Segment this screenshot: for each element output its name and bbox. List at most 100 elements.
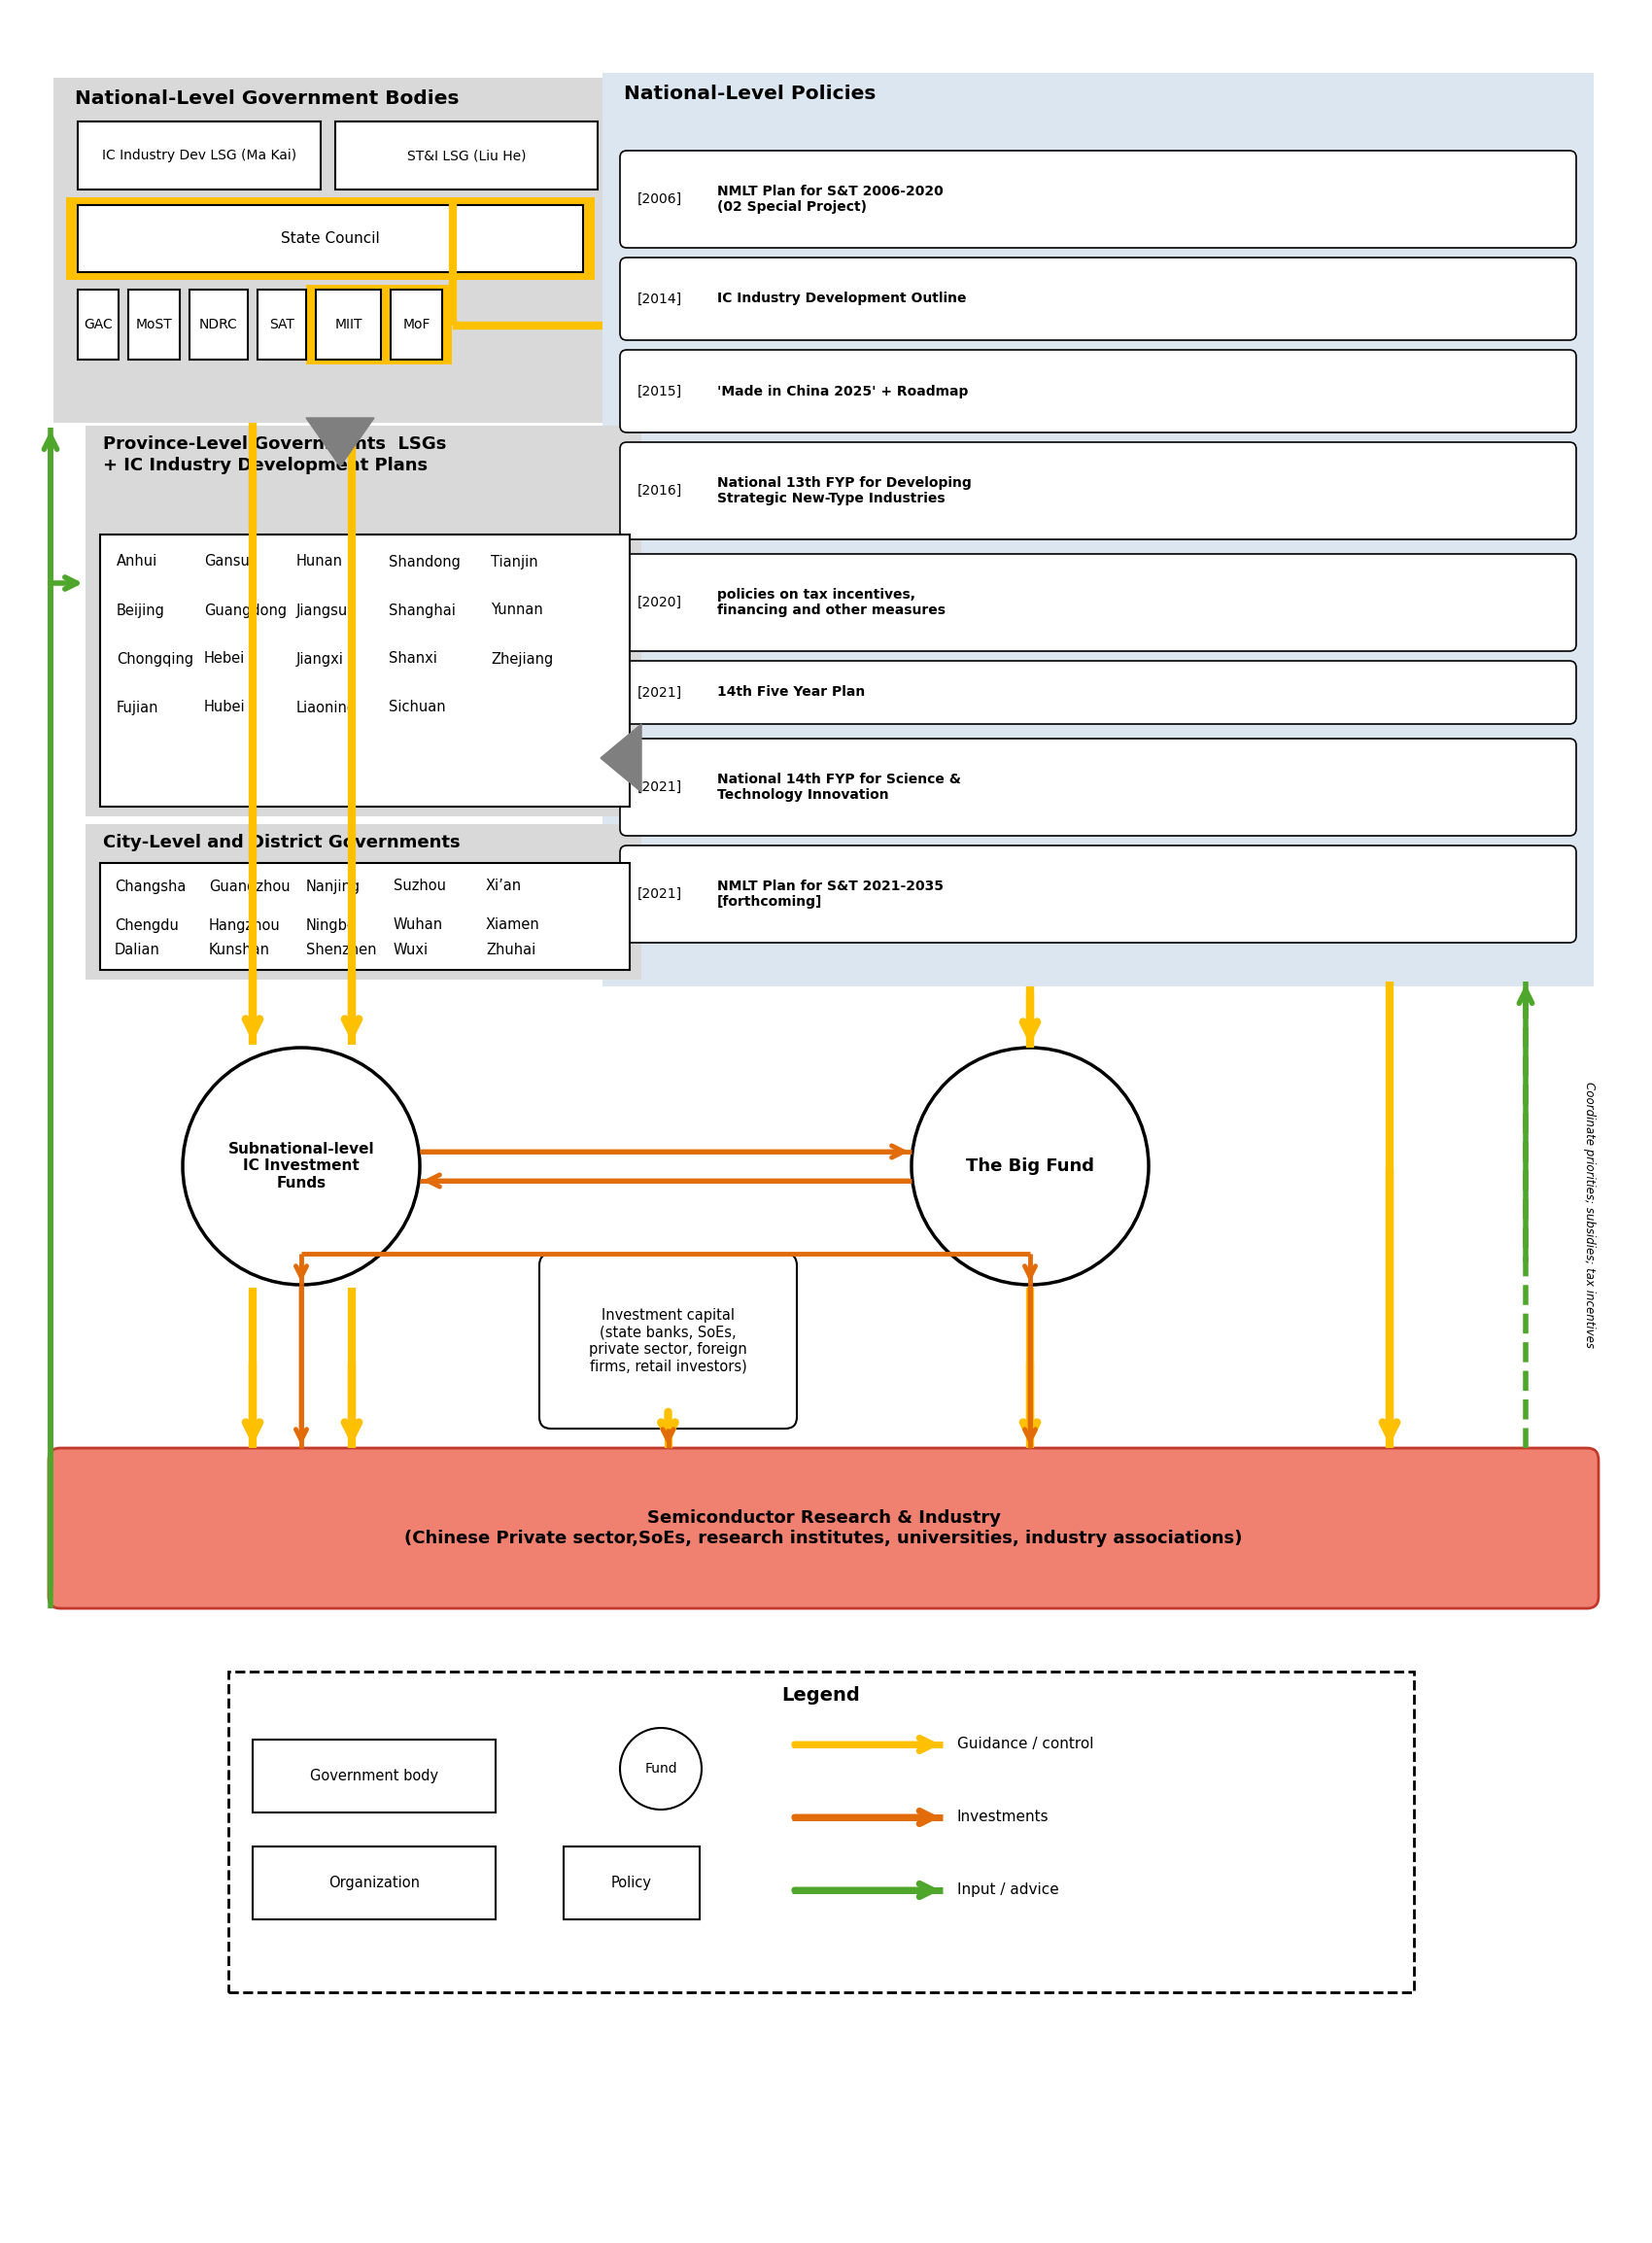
Text: Wuhan: Wuhan bbox=[393, 917, 443, 933]
Text: IC Industry Dev LSG (Ma Kai): IC Industry Dev LSG (Ma Kai) bbox=[102, 148, 296, 161]
Polygon shape bbox=[601, 724, 641, 792]
FancyBboxPatch shape bbox=[78, 204, 583, 271]
Text: [2021]: [2021] bbox=[638, 888, 682, 902]
Text: Zhejiang: Zhejiang bbox=[491, 653, 553, 666]
Text: Fund: Fund bbox=[644, 1763, 677, 1776]
Text: Input / advice: Input / advice bbox=[957, 1882, 1059, 1898]
FancyBboxPatch shape bbox=[190, 289, 248, 359]
FancyBboxPatch shape bbox=[316, 289, 382, 359]
FancyBboxPatch shape bbox=[66, 197, 595, 280]
FancyBboxPatch shape bbox=[78, 289, 119, 359]
Text: Shanxi: Shanxi bbox=[388, 653, 438, 666]
Text: Anhui: Anhui bbox=[117, 554, 157, 570]
Text: Province-Level Governments  LSGs
+ IC Industry Development Plans: Province-Level Governments LSGs + IC Ind… bbox=[102, 435, 446, 473]
Text: MoF: MoF bbox=[403, 319, 430, 332]
Text: Kunshan: Kunshan bbox=[208, 942, 271, 958]
FancyBboxPatch shape bbox=[620, 846, 1576, 942]
Text: Investment capital
(state banks, SoEs,
private sector, foreign
firms, retail inv: Investment capital (state banks, SoEs, p… bbox=[590, 1308, 747, 1373]
Text: [2021]: [2021] bbox=[638, 781, 682, 794]
Text: Investments: Investments bbox=[957, 1810, 1049, 1824]
Text: Hunan: Hunan bbox=[296, 554, 344, 570]
Text: Government body: Government body bbox=[311, 1770, 438, 1783]
Text: Zhuhai: Zhuhai bbox=[486, 942, 535, 958]
Text: [2006]: [2006] bbox=[638, 193, 682, 206]
FancyBboxPatch shape bbox=[620, 662, 1576, 724]
FancyBboxPatch shape bbox=[253, 1846, 496, 1920]
Text: National 13th FYP for Developing
Strategic New-Type Industries: National 13th FYP for Developing Strateg… bbox=[717, 476, 971, 505]
Text: Subnational-level
IC Investment
Funds: Subnational-level IC Investment Funds bbox=[228, 1142, 375, 1191]
Text: Legend: Legend bbox=[781, 1687, 861, 1705]
FancyBboxPatch shape bbox=[78, 121, 320, 188]
Text: MIIT: MIIT bbox=[334, 319, 362, 332]
Text: Fujian: Fujian bbox=[117, 700, 159, 716]
Text: Shanghai: Shanghai bbox=[388, 603, 456, 617]
Text: City-Level and District Governments: City-Level and District Governments bbox=[102, 834, 461, 852]
Text: Chengdu: Chengdu bbox=[114, 917, 178, 933]
Polygon shape bbox=[306, 417, 373, 467]
Text: NMLT Plan for S&T 2006-2020
(02 Special Project): NMLT Plan for S&T 2006-2020 (02 Special … bbox=[717, 184, 943, 213]
Circle shape bbox=[183, 1047, 420, 1285]
Text: Guangdong: Guangdong bbox=[205, 603, 287, 617]
Text: Semiconductor Research & Industry
(Chinese Private sector,SoEs, research institu: Semiconductor Research & Industry (Chine… bbox=[405, 1510, 1242, 1548]
Circle shape bbox=[620, 1727, 702, 1810]
FancyBboxPatch shape bbox=[306, 285, 453, 363]
Text: Dalian: Dalian bbox=[114, 942, 160, 958]
FancyBboxPatch shape bbox=[620, 150, 1576, 247]
FancyBboxPatch shape bbox=[620, 350, 1576, 433]
Text: GAC: GAC bbox=[84, 319, 112, 332]
Text: Hebei: Hebei bbox=[205, 653, 244, 666]
Text: SAT: SAT bbox=[269, 319, 294, 332]
Text: Organization: Organization bbox=[329, 1875, 420, 1891]
Text: Jiangsu: Jiangsu bbox=[296, 603, 349, 617]
Text: Ningbo: Ningbo bbox=[306, 917, 357, 933]
Text: Guidance / control: Guidance / control bbox=[957, 1736, 1094, 1752]
FancyBboxPatch shape bbox=[101, 534, 629, 807]
Text: [2016]: [2016] bbox=[638, 484, 682, 498]
FancyBboxPatch shape bbox=[620, 738, 1576, 837]
Text: Policy: Policy bbox=[611, 1875, 653, 1891]
FancyBboxPatch shape bbox=[86, 426, 641, 816]
Text: Hangzhou: Hangzhou bbox=[208, 917, 281, 933]
Text: [2015]: [2015] bbox=[638, 384, 682, 397]
Text: National 14th FYP for Science &
Technology Innovation: National 14th FYP for Science & Technolo… bbox=[717, 772, 961, 801]
FancyBboxPatch shape bbox=[563, 1846, 700, 1920]
Circle shape bbox=[912, 1047, 1148, 1285]
Text: Beijing: Beijing bbox=[117, 603, 165, 617]
Text: Jiangxi: Jiangxi bbox=[296, 653, 344, 666]
Text: MoST: MoST bbox=[135, 319, 172, 332]
Text: Guangzhou: Guangzhou bbox=[208, 879, 291, 893]
FancyBboxPatch shape bbox=[86, 823, 641, 980]
FancyBboxPatch shape bbox=[129, 289, 180, 359]
Text: Liaoning: Liaoning bbox=[296, 700, 357, 716]
Text: Shenzhen: Shenzhen bbox=[306, 942, 377, 958]
Text: Nanjing: Nanjing bbox=[306, 879, 360, 893]
Text: ST&I LSG (Liu He): ST&I LSG (Liu He) bbox=[406, 148, 525, 161]
Text: 'Made in China 2025' + Roadmap: 'Made in China 2025' + Roadmap bbox=[717, 384, 968, 397]
Text: Shandong: Shandong bbox=[388, 554, 461, 570]
Text: Coordinate priorities; subsidies; tax incentives: Coordinate priorities; subsidies; tax in… bbox=[1583, 1081, 1596, 1348]
Text: [2020]: [2020] bbox=[638, 597, 682, 610]
FancyBboxPatch shape bbox=[48, 1449, 1599, 1608]
FancyBboxPatch shape bbox=[620, 554, 1576, 650]
FancyBboxPatch shape bbox=[228, 1671, 1414, 1992]
Text: Xi’an: Xi’an bbox=[486, 879, 522, 893]
Text: Sichuan: Sichuan bbox=[388, 700, 446, 716]
Text: Yunnan: Yunnan bbox=[491, 603, 544, 617]
Text: [2014]: [2014] bbox=[638, 292, 682, 305]
Text: Wuxi: Wuxi bbox=[393, 942, 428, 958]
Text: policies on tax incentives,
financing and other measures: policies on tax incentives, financing an… bbox=[717, 588, 945, 617]
Text: Suzhou: Suzhou bbox=[393, 879, 446, 893]
Text: 14th Five Year Plan: 14th Five Year Plan bbox=[717, 686, 866, 700]
Text: Changsha: Changsha bbox=[114, 879, 187, 893]
FancyBboxPatch shape bbox=[101, 864, 629, 969]
Text: The Big Fund: The Big Fund bbox=[966, 1157, 1094, 1175]
Text: National-Level Government Bodies: National-Level Government Bodies bbox=[74, 90, 459, 108]
FancyBboxPatch shape bbox=[539, 1254, 796, 1429]
FancyBboxPatch shape bbox=[620, 442, 1576, 538]
FancyBboxPatch shape bbox=[253, 1741, 496, 1812]
FancyBboxPatch shape bbox=[390, 289, 443, 359]
FancyBboxPatch shape bbox=[620, 258, 1576, 341]
Text: NDRC: NDRC bbox=[200, 319, 238, 332]
Text: Chongqing: Chongqing bbox=[117, 653, 193, 666]
Text: State Council: State Council bbox=[281, 231, 380, 247]
